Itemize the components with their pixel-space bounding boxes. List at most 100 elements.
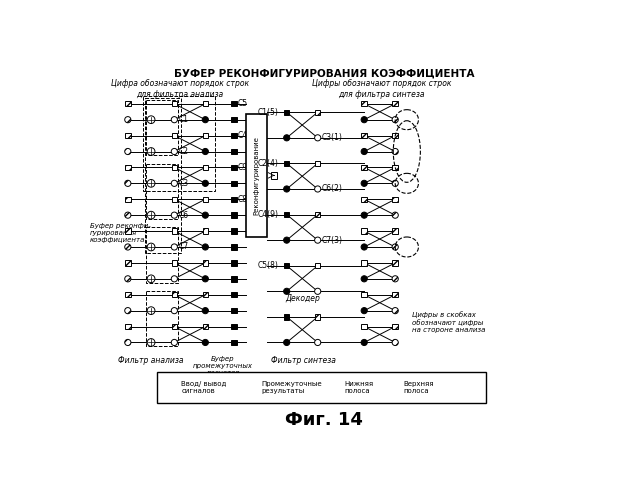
- Circle shape: [171, 339, 178, 345]
- Bar: [172, 101, 177, 106]
- Circle shape: [202, 148, 209, 155]
- Circle shape: [125, 148, 131, 155]
- Circle shape: [202, 117, 209, 123]
- Circle shape: [147, 211, 155, 219]
- Text: Цифры в скобках
обозначают цифры
на стороне анализа: Цифры в скобках обозначают цифры на стор…: [412, 311, 485, 333]
- Bar: [145, 98, 181, 253]
- Circle shape: [361, 212, 367, 218]
- Bar: [125, 133, 131, 138]
- Circle shape: [202, 244, 209, 250]
- Circle shape: [171, 148, 178, 155]
- Circle shape: [147, 243, 155, 251]
- Bar: [203, 260, 208, 265]
- Circle shape: [361, 148, 367, 155]
- Bar: [172, 165, 177, 170]
- Bar: [362, 133, 367, 138]
- Bar: [143, 96, 215, 191]
- Bar: [284, 110, 289, 115]
- Text: Буфер
промежуточных
расчетов: Буфер промежуточных расчетов: [192, 356, 252, 376]
- Circle shape: [361, 117, 367, 123]
- Text: C3(1): C3(1): [322, 133, 343, 142]
- Bar: [125, 165, 131, 170]
- Text: Нижняя
полоса: Нижняя полоса: [345, 381, 374, 394]
- Bar: [231, 324, 237, 329]
- Circle shape: [172, 384, 178, 390]
- Bar: [392, 324, 398, 329]
- Text: Фильтр синтеза: Фильтр синтеза: [270, 356, 336, 365]
- Circle shape: [202, 307, 209, 314]
- Bar: [392, 133, 398, 138]
- Bar: [243, 384, 248, 390]
- Bar: [392, 101, 398, 106]
- Circle shape: [315, 186, 321, 192]
- Bar: [147, 227, 178, 282]
- Circle shape: [284, 186, 290, 192]
- Bar: [125, 101, 131, 106]
- Circle shape: [171, 117, 178, 123]
- Bar: [231, 308, 237, 313]
- Circle shape: [147, 307, 155, 314]
- Text: C7(3): C7(3): [322, 236, 343, 245]
- Bar: [203, 229, 208, 234]
- Bar: [172, 292, 177, 297]
- Circle shape: [315, 288, 321, 294]
- Text: Ввод/ вывод
сигналов: Ввод/ вывод сигналов: [181, 381, 226, 394]
- Text: Буфер реконфи-
гурирования
коэффициента: Буфер реконфи- гурирования коэффициента: [90, 223, 150, 243]
- Text: C2(4): C2(4): [257, 159, 278, 168]
- Bar: [231, 229, 237, 234]
- Circle shape: [202, 180, 209, 187]
- Circle shape: [392, 212, 398, 218]
- Bar: [147, 164, 178, 219]
- Bar: [163, 384, 169, 390]
- Bar: [231, 165, 237, 170]
- Bar: [362, 260, 367, 265]
- Circle shape: [284, 135, 290, 141]
- Circle shape: [171, 180, 178, 187]
- Bar: [362, 324, 367, 329]
- Bar: [284, 212, 289, 217]
- Bar: [231, 340, 237, 345]
- Circle shape: [392, 339, 398, 345]
- Bar: [231, 197, 237, 202]
- Bar: [125, 292, 131, 297]
- Circle shape: [147, 275, 155, 282]
- Bar: [246, 114, 267, 237]
- Text: Цифра обозначают порядок строк
для фильтра анализа: Цифра обозначают порядок строк для фильт…: [111, 79, 249, 98]
- Bar: [392, 165, 398, 170]
- Text: Фильтр анализа: Фильтр анализа: [118, 356, 184, 365]
- Circle shape: [315, 135, 321, 141]
- Circle shape: [125, 117, 131, 123]
- Bar: [392, 229, 398, 234]
- Text: БУФЕР РЕКОНФИГУРИРОВАНИЯ КОЭФФИЦИЕНТА: БУФЕР РЕКОНФИГУРИРОВАНИЯ КОЭФФИЦИЕНТА: [174, 68, 474, 78]
- Circle shape: [394, 384, 400, 390]
- Bar: [203, 324, 208, 329]
- Circle shape: [284, 237, 290, 243]
- Bar: [157, 372, 486, 403]
- Text: Промежуточные
результаты: Промежуточные результаты: [261, 381, 322, 394]
- Text: C8: C8: [238, 195, 248, 204]
- Circle shape: [392, 180, 398, 187]
- Circle shape: [202, 212, 209, 218]
- Bar: [362, 229, 367, 234]
- Bar: [315, 314, 320, 319]
- Circle shape: [361, 339, 367, 345]
- Bar: [315, 263, 320, 268]
- Circle shape: [392, 307, 398, 314]
- Bar: [392, 260, 398, 265]
- Circle shape: [392, 148, 398, 155]
- Circle shape: [147, 148, 155, 155]
- Circle shape: [125, 180, 131, 187]
- Bar: [172, 197, 177, 202]
- Circle shape: [147, 116, 155, 124]
- Bar: [315, 161, 320, 166]
- Bar: [231, 133, 237, 138]
- Circle shape: [202, 276, 209, 282]
- Circle shape: [361, 307, 367, 314]
- Bar: [172, 260, 177, 265]
- Bar: [231, 276, 237, 281]
- Bar: [362, 165, 367, 170]
- Bar: [231, 149, 237, 154]
- Bar: [392, 197, 398, 202]
- Bar: [231, 101, 237, 106]
- Circle shape: [125, 307, 131, 314]
